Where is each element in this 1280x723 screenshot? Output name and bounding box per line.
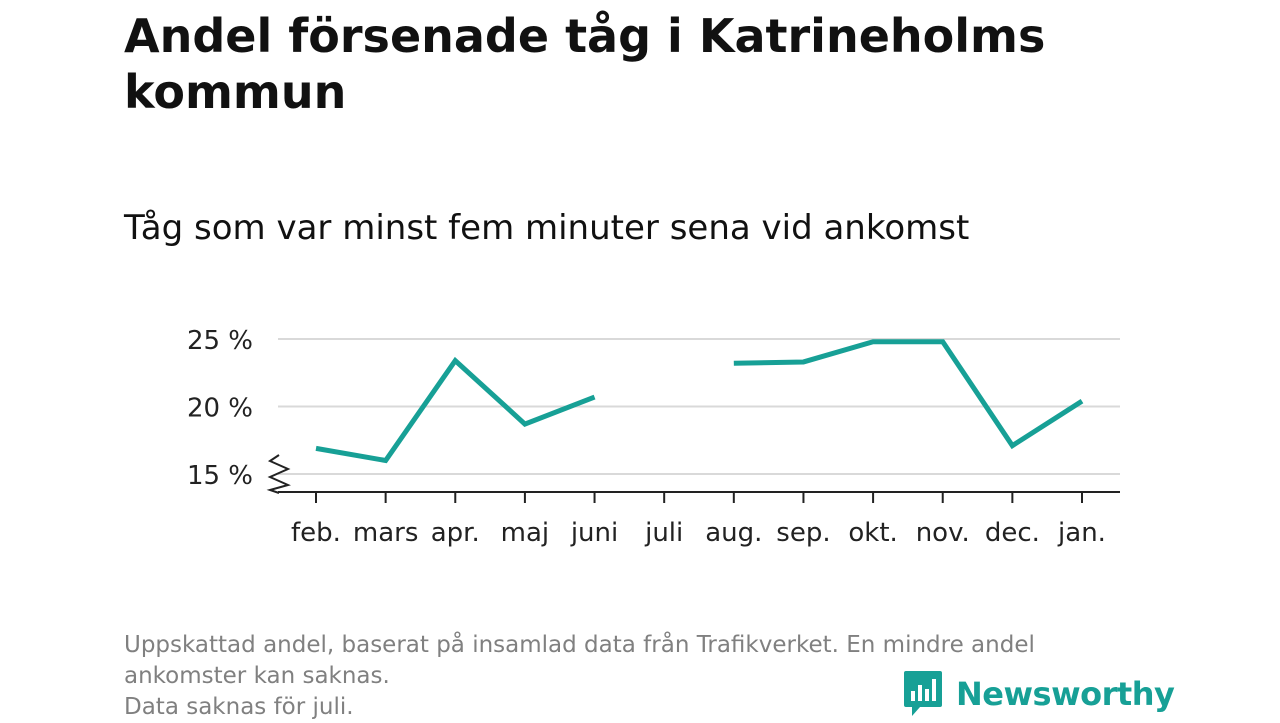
x-tick-label: okt. [848, 518, 897, 548]
x-tick-label: dec. [985, 518, 1040, 548]
newsworthy-logo-icon [902, 669, 944, 719]
brand-logo: Newsworthy [902, 668, 1174, 720]
x-tick-label: feb. [291, 518, 341, 548]
x-tick-label: mars [353, 518, 419, 548]
y-tick-label: 15 % [187, 461, 253, 491]
series-line [316, 361, 595, 461]
y-tick-label: 20 % [187, 394, 253, 424]
x-tick-label: jan. [1057, 518, 1106, 548]
x-tick-label: juli [644, 518, 683, 548]
footnote-line-1: Uppskattad andel, baserat på insamlad da… [124, 630, 1164, 661]
brand-name: Newsworthy [956, 675, 1174, 713]
y-tick-label: 25 % [187, 326, 253, 356]
x-tick-label: juni [570, 518, 618, 548]
x-tick-label: apr. [431, 518, 480, 548]
x-tick-label: sep. [776, 518, 830, 548]
x-tick-label: nov. [916, 518, 970, 548]
series-line [734, 342, 1082, 446]
x-tick-label: maj [501, 518, 549, 548]
grid-lines [278, 339, 1120, 474]
x-axis [270, 455, 1120, 503]
y-tick-labels: 15 % 20 % 25 % [187, 326, 253, 491]
x-tick-label: aug. [705, 518, 762, 548]
series-lines [316, 342, 1082, 461]
